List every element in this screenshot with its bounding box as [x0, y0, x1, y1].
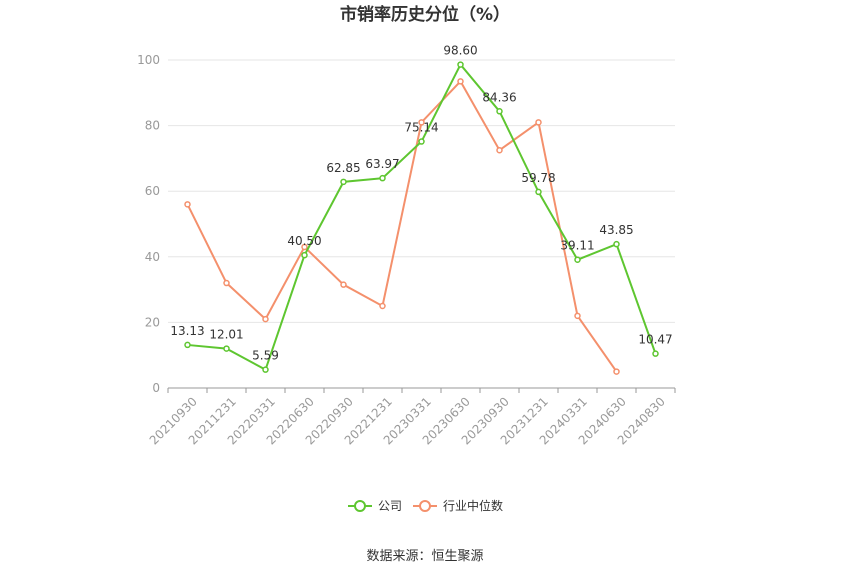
data-point-industry-median[interactable]	[379, 302, 386, 310]
data-label: 98.60	[443, 44, 477, 58]
data-point-industry-median[interactable]	[418, 119, 425, 126]
data-point-company[interactable]	[574, 256, 581, 263]
data-label: 59.78	[521, 171, 555, 185]
data-point-industry-median[interactable]	[340, 281, 347, 288]
data-point-industry-median[interactable]	[613, 368, 620, 375]
y-tick-label: 0	[152, 381, 160, 395]
y-tick-label: 20	[145, 315, 160, 329]
data-label: 43.85	[599, 223, 633, 237]
data-point-company[interactable]	[379, 174, 386, 182]
data-point-industry-median[interactable]	[574, 312, 581, 320]
data-point-company[interactable]	[457, 61, 464, 68]
data-label: 5.59	[252, 349, 279, 363]
data-point-company[interactable]	[652, 350, 659, 357]
data-label: 63.97	[365, 157, 399, 171]
data-point-industry-median[interactable]	[184, 201, 191, 208]
data-point-company[interactable]	[496, 108, 503, 115]
data-point-company[interactable]	[340, 178, 347, 186]
data-point-company[interactable]	[301, 251, 308, 259]
legend-label-company: 公司	[378, 499, 402, 513]
data-label: 13.13	[170, 324, 204, 338]
series-line-company	[187, 62, 657, 372]
series-line-industry-median	[186, 79, 618, 373]
data-point-industry-median[interactable]	[223, 279, 230, 287]
data-point-company[interactable]	[223, 345, 230, 352]
data-point-company[interactable]	[262, 366, 269, 373]
grid-lines	[168, 59, 675, 323]
y-tick-label: 100	[137, 53, 160, 67]
data-point-industry-median[interactable]	[262, 315, 269, 323]
data-point-industry-median[interactable]	[301, 243, 308, 251]
data-point-industry-median[interactable]	[457, 78, 464, 85]
legend: 公司 行业中位数	[348, 498, 503, 513]
legend-item-company[interactable]: 公司	[348, 499, 402, 513]
y-tick-label: 80	[145, 119, 160, 133]
data-point-industry-median[interactable]	[496, 146, 503, 154]
data-point-company[interactable]	[418, 138, 425, 145]
data-labels: 13.13 12.01 5.59 40.50 62.85 63.97 75.14 98.60 8…	[170, 44, 672, 363]
chart-title: 市销率历史分位（%）	[340, 4, 510, 25]
data-label: 39.11	[560, 239, 594, 253]
data-point-industry-median[interactable]	[535, 119, 542, 126]
y-tick-label: 60	[145, 184, 160, 198]
data-label: 84.36	[482, 90, 516, 104]
data-label: 75.14	[404, 121, 438, 135]
data-point-company[interactable]	[613, 240, 620, 248]
data-label: 40.50	[287, 234, 321, 248]
y-tick-label: 40	[145, 250, 160, 264]
legend-label-industry-median: 行业中位数	[443, 498, 503, 513]
legend-item-industry-median[interactable]: 行业中位数	[413, 498, 503, 513]
data-label: 10.47	[638, 333, 672, 347]
series-lines	[184, 61, 659, 375]
data-point-company[interactable]	[535, 188, 542, 196]
data-label: 62.85	[326, 161, 360, 175]
data-point-company[interactable]	[184, 341, 191, 349]
data-label: 12.01	[209, 328, 243, 342]
source-note: 数据来源：恒生聚源	[366, 549, 483, 564]
